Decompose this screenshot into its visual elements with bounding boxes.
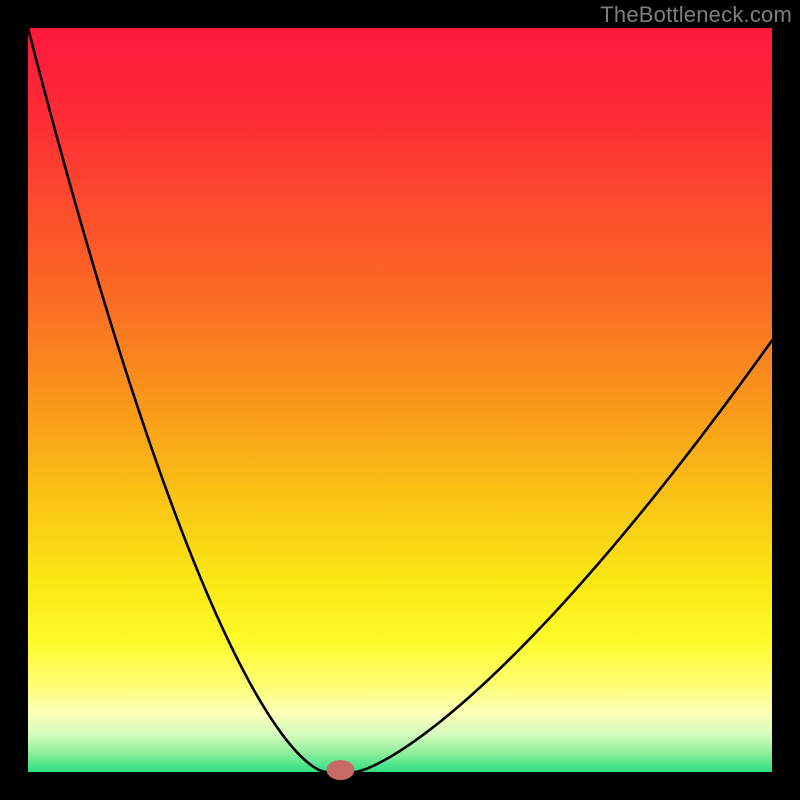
optimum-marker [326, 760, 354, 780]
chart-stage: TheBottleneck.com [0, 0, 800, 800]
watermark-text: TheBottleneck.com [600, 2, 792, 28]
bottleneck-chart [0, 0, 800, 800]
plot-background [28, 28, 772, 772]
